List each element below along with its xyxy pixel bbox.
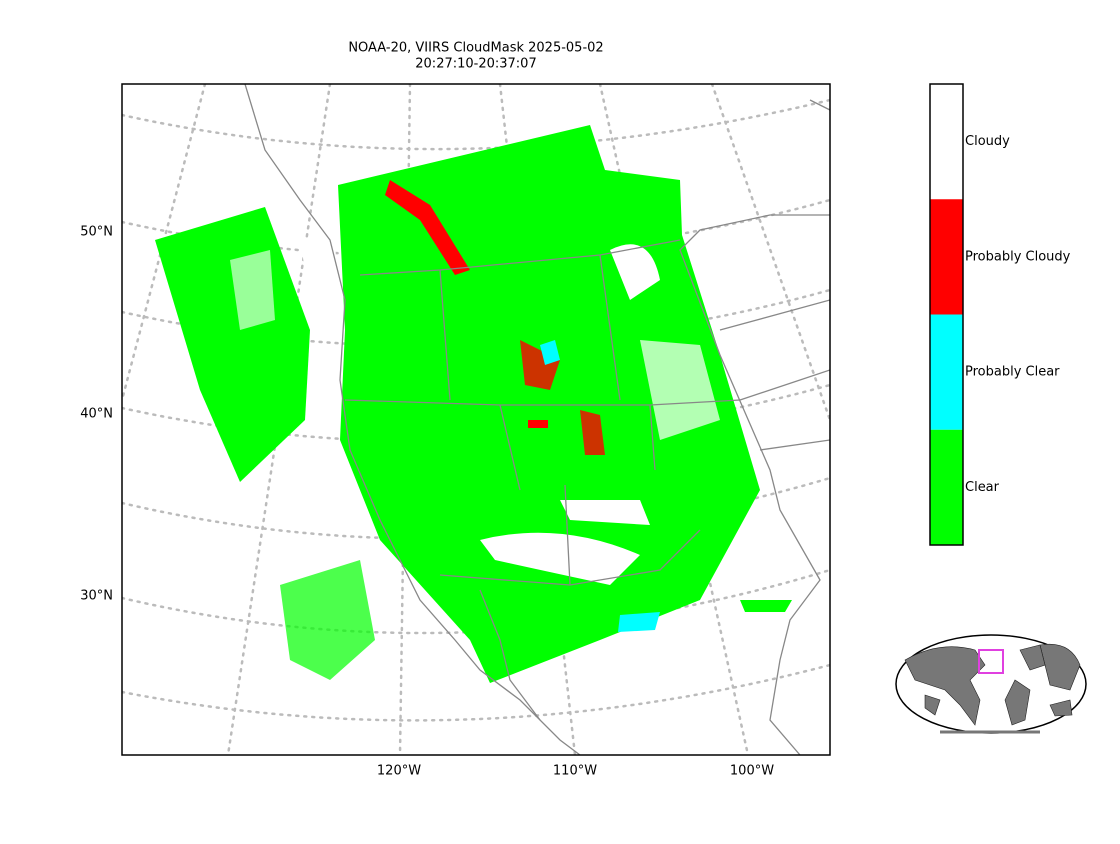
coastlines xyxy=(244,84,830,755)
lat-label: 50°N xyxy=(80,225,113,240)
lon-label: 100°W xyxy=(730,764,774,779)
lon-label: 110°W xyxy=(553,764,597,779)
lat-label: 40°N xyxy=(80,407,113,422)
colorbar-frame xyxy=(929,83,964,546)
title-line1: NOAA-20, VIIRS CloudMask 2025-05-02 xyxy=(348,41,603,56)
map-frame xyxy=(121,83,831,756)
inset-globe xyxy=(895,634,1087,734)
title-line2: 20:27:10-20:37:07 xyxy=(415,57,536,72)
colorbar-label: Probably Cloudy xyxy=(965,249,1071,264)
colorbar-segment xyxy=(930,84,963,200)
colorbar-label: Cloudy xyxy=(965,134,1010,149)
colorbar-segment xyxy=(930,199,963,315)
colorbar-label: Clear xyxy=(965,480,1000,495)
colorbar-label: Probably Clear xyxy=(965,365,1060,380)
lon-label: 120°W xyxy=(377,764,421,779)
colorbar-segment xyxy=(930,314,963,430)
map-area xyxy=(122,84,830,755)
cloud-mask-swaths xyxy=(155,125,792,683)
lat-label: 30°N xyxy=(80,589,113,604)
colorbar: Cloudy Probably Cloudy Probably Clear Clear xyxy=(929,83,1071,546)
colorbar-segment xyxy=(930,429,963,545)
